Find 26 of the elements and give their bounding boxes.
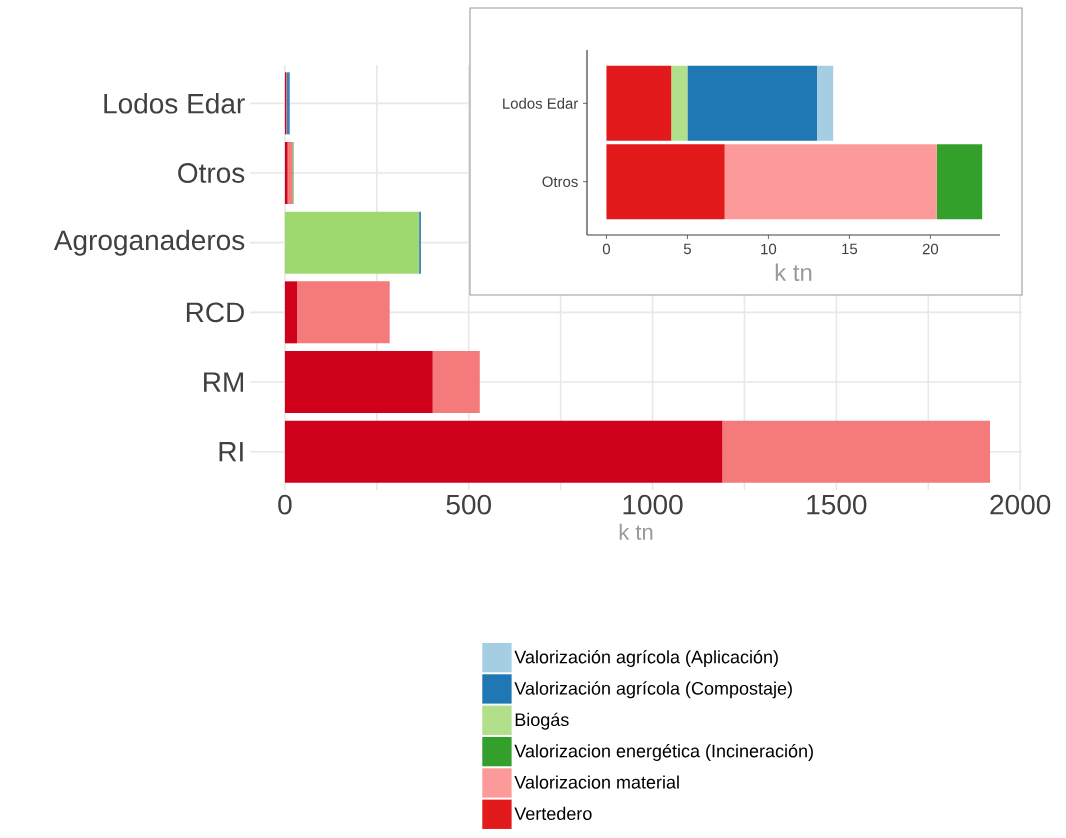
x-tick-label: 0 [278, 494, 292, 515]
x-tick-label: 15 [842, 243, 858, 255]
y-tick-label: Lodos Edar [104, 93, 245, 114]
legend-label: Valorizacion energética (Incineración) [514, 743, 813, 761]
x-tick-label: 0 [602, 243, 611, 255]
y-tick-label: Otros [542, 176, 578, 187]
y-tick-label: RI [219, 442, 243, 462]
x-tick-label: 5 [683, 243, 691, 255]
x-axis-title: k tn [775, 263, 812, 282]
legend-label: Biogás [515, 712, 569, 730]
x-tick-label: 500 [446, 494, 491, 515]
legend-label: Valorización agrícola (Compostaje) [514, 681, 792, 699]
x-axis-title: k tn [619, 523, 653, 540]
y-tick-label: Agroganaderos [53, 229, 245, 256]
x-tick-label: 1500 [807, 494, 867, 515]
x-tick-label: 10 [761, 243, 777, 255]
x-tick-label: 20 [922, 243, 939, 255]
legend-label: Valorizacion material [514, 775, 679, 789]
x-tick-label: 2000 [990, 494, 1051, 515]
legend-label: Vertedero [514, 806, 592, 820]
y-tick-label: Lodos Edar [503, 97, 579, 109]
y-tick-label: RCD [186, 302, 244, 323]
y-tick-label: RM [204, 372, 243, 392]
y-tick-label: Otros [178, 163, 245, 183]
legend-label: Valorización agrícola (Aplicación) [514, 649, 778, 667]
x-tick-label: 1000 [623, 494, 683, 515]
